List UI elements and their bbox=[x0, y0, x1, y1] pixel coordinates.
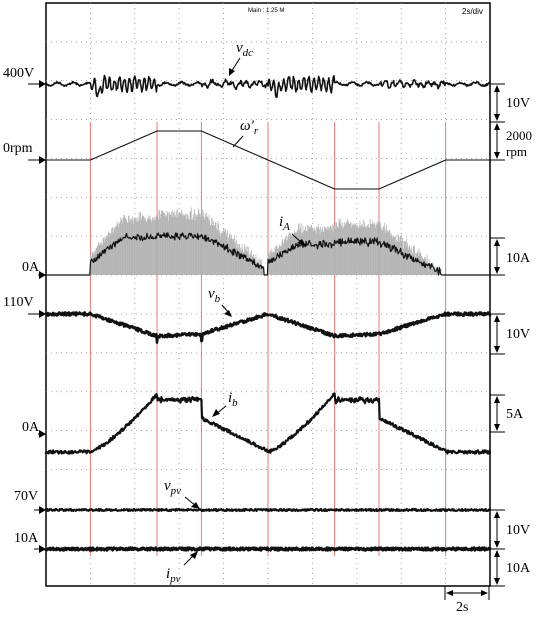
arrow-right-icon bbox=[481, 590, 488, 596]
ref-arrow-icon bbox=[39, 80, 46, 88]
ref-label-wr: 0rpm bbox=[3, 141, 33, 156]
arrow-up-icon bbox=[494, 550, 500, 557]
ref-arrow-icon bbox=[39, 271, 46, 279]
label-vpv: vpv bbox=[164, 478, 200, 509]
ref-label-vb: 110V bbox=[3, 295, 34, 310]
label-arrow-icon bbox=[191, 502, 200, 509]
ref-label-ipv: 10A bbox=[14, 531, 39, 546]
ref-label-ib: 0A bbox=[22, 420, 40, 435]
scale-ipv bbox=[490, 548, 505, 587]
arrow-up-icon bbox=[494, 123, 500, 130]
label-arrow-icon bbox=[229, 68, 235, 76]
trace-wr bbox=[45, 130, 491, 190]
header-main: Main : 1.25 M bbox=[248, 8, 284, 14]
arrow-up-icon bbox=[494, 85, 500, 92]
header-timebase: 2s/div bbox=[462, 7, 483, 16]
svg-text:iA: iA bbox=[279, 214, 290, 233]
label-arrow-icon bbox=[190, 551, 198, 559]
label-ipv: ipv bbox=[166, 551, 198, 585]
ref-arrow-icon bbox=[39, 430, 46, 438]
trace-iA bbox=[45, 232, 491, 276]
scale-label-wr-bottom: rpm bbox=[506, 144, 527, 159]
svg-text:vb: vb bbox=[208, 286, 221, 305]
ref-vdc: 400V bbox=[3, 66, 46, 88]
label-vdc: vdc bbox=[229, 40, 253, 76]
scale-vb bbox=[490, 313, 505, 355]
trace-ib bbox=[44, 392, 492, 455]
scale-label-vb: 10V bbox=[506, 327, 530, 342]
arrow-down-icon bbox=[494, 346, 500, 353]
ref-arrow-icon bbox=[39, 506, 46, 514]
ref-arrow-icon bbox=[39, 310, 46, 318]
arrow-up-icon bbox=[494, 315, 500, 322]
label-arrow-icon bbox=[297, 239, 306, 246]
label-ib: ib bbox=[212, 390, 238, 417]
arrow-up-icon bbox=[494, 239, 500, 246]
arrow-down-icon bbox=[494, 114, 500, 121]
scale-label-vdc: 10V bbox=[506, 96, 530, 111]
time-marker-label: 2s bbox=[456, 600, 468, 615]
svg-text:ib: ib bbox=[228, 390, 238, 409]
ref-arrow-icon bbox=[39, 545, 46, 553]
ref-ib: 0A bbox=[22, 420, 46, 438]
scale-label-ib: 5A bbox=[506, 407, 524, 422]
scale-label-wr-top: 2000 bbox=[506, 128, 532, 143]
svg-text:ipv: ipv bbox=[166, 566, 181, 585]
ref-arrow-icon bbox=[39, 156, 46, 164]
arrow-left-icon bbox=[446, 590, 453, 596]
scale-vdc bbox=[490, 83, 505, 123]
scale-iA bbox=[490, 237, 505, 276]
scale-label-vpv: 10V bbox=[506, 523, 530, 538]
ref-ipv: 10A bbox=[14, 531, 46, 553]
arrow-down-icon bbox=[494, 152, 500, 159]
time-marker bbox=[444, 586, 490, 600]
trace-vdc bbox=[45, 74, 491, 98]
trace-vpv bbox=[44, 507, 492, 513]
scale-ib bbox=[490, 394, 505, 433]
arrow-down-icon bbox=[494, 541, 500, 548]
scale-label-iA: 10A bbox=[506, 251, 531, 266]
label-wr: ω′r bbox=[232, 118, 259, 148]
scale-wr bbox=[490, 121, 505, 161]
ref-wr: 0rpm bbox=[3, 141, 46, 164]
ref-iA: 0A bbox=[22, 260, 46, 279]
ref-label-iA: 0A bbox=[22, 260, 40, 275]
svg-text:vdc: vdc bbox=[236, 40, 253, 59]
arrow-up-icon bbox=[494, 396, 500, 403]
arrow-down-icon bbox=[494, 424, 500, 431]
ref-label-vpv: 70V bbox=[14, 489, 38, 504]
ref-vb: 110V bbox=[3, 295, 46, 318]
svg-text:vpv: vpv bbox=[164, 478, 181, 497]
trace-ipv bbox=[44, 546, 492, 552]
label-arrow-icon bbox=[224, 310, 232, 317]
arrow-up-icon bbox=[494, 511, 500, 518]
label-iA: iA bbox=[279, 214, 306, 246]
label-vb: vb bbox=[208, 286, 232, 317]
trace-vb bbox=[44, 311, 492, 344]
event-markers bbox=[89, 122, 447, 556]
ref-label-vdc: 400V bbox=[3, 66, 34, 81]
trace-iA-envelope bbox=[90, 207, 442, 276]
scale-vpv bbox=[490, 509, 505, 550]
label-arrow-icon bbox=[212, 409, 220, 417]
arrow-down-icon bbox=[494, 578, 500, 585]
ref-vpv: 70V bbox=[14, 489, 46, 514]
arrow-down-icon bbox=[494, 267, 500, 274]
svg-text:ω′r: ω′r bbox=[240, 118, 259, 137]
scale-label-ipv: 10A bbox=[506, 561, 531, 576]
